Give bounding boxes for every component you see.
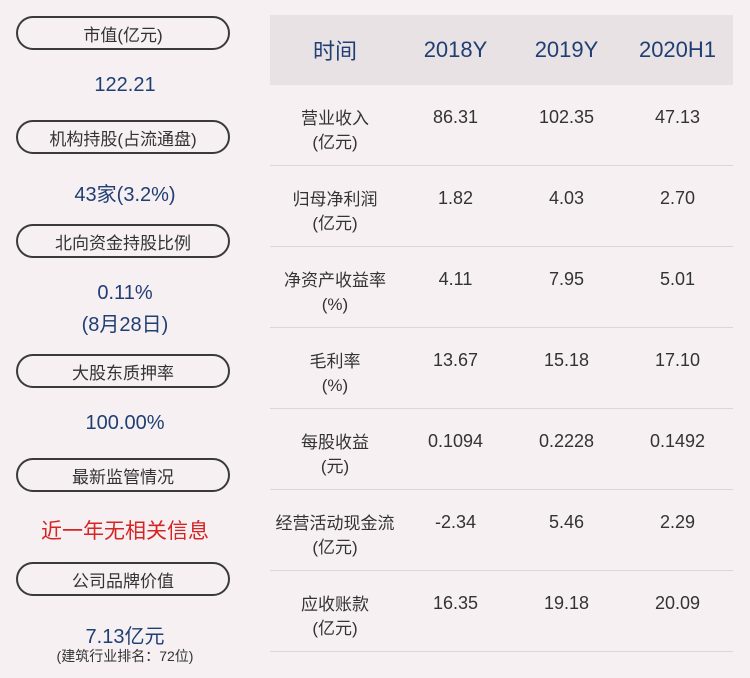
institution-holding-value: 43家(3.2%) [74,184,176,206]
cell-2020h1: 47.13 [654,107,701,127]
cell-2019: 4.03 [548,188,585,208]
cell-2020h1: 5.01 [659,269,696,289]
cell-2020h1: 0.1492 [649,431,706,451]
cell-2019: 102.35 [538,107,595,127]
northbound-ratio-date: (8月28日) [81,314,169,336]
cell-2019: 7.95 [548,269,585,289]
table-row: 归母净利润 (亿元) 1.82 4.03 2.70 [270,166,733,247]
header-2019: 2019Y [534,37,599,62]
table-row: 经营活动现金流 (亿元) -2.34 5.46 2.29 [270,490,733,571]
table-row: 净资产收益率 (%) 4.11 7.95 5.01 [270,247,733,328]
row-label: 毛利率 (%) [309,352,361,395]
table-row: 营业收入 (亿元) 86.31 102.35 47.13 [270,85,733,166]
cell-2020h1: 20.09 [654,593,701,613]
table-row: 每股收益 (元) 0.1094 0.2228 0.1492 [270,409,733,490]
cell-2019: 0.2228 [538,431,595,451]
regulation-value: 近一年无相关信息 [41,520,209,543]
row-label: 应收账款 (亿元) [301,595,369,638]
cell-2019: 5.46 [548,512,585,532]
row-label: 净资产收益率 (%) [284,271,386,314]
cell-2018: 13.67 [432,350,479,370]
table-row: 应收账款 (亿元) 16.35 19.18 20.09 [270,571,733,652]
northbound-ratio-label: 北向资金持股比例 [16,224,230,258]
table-header: 时间 2018Y 2019Y 2020H1 [270,15,733,85]
row-label: 归母净利润 (亿元) [292,190,378,233]
market-cap-label: 市值(亿元) [16,16,230,50]
header-time: 时间 [312,39,357,64]
regulation-label: 最新监管情况 [16,458,230,492]
financial-table: 时间 2018Y 2019Y 2020H1 营业收入 (亿元) 86.31 102… [270,15,733,652]
cell-2018: 4.11 [438,269,473,289]
cell-2018: 86.31 [432,107,479,127]
cell-2019: 15.18 [543,350,590,370]
row-label: 每股收益 (元) [301,433,369,476]
market-cap-value: 122.21 [94,74,156,96]
cell-2020h1: 17.10 [654,350,701,370]
brand-value-value: 7.13亿元 [85,626,165,648]
left-panel: 市值(亿元) 122.21 机构持股(占流通盘) 43家(3.2%) 北向资金持… [0,0,250,678]
header-2018: 2018Y [423,37,488,62]
northbound-ratio-value: 0.11% [97,282,153,304]
row-label: 营业收入 (亿元) [301,109,369,152]
cell-2018: 16.35 [432,593,479,613]
row-label: 经营活动现金流 (亿元) [275,514,395,557]
brand-value-label: 公司品牌价值 [16,562,230,596]
header-2020h1: 2020H1 [638,37,717,62]
table-row: 毛利率 (%) 13.67 15.18 17.10 [270,328,733,409]
cell-2020h1: 2.29 [659,512,696,532]
cell-2018: -2.34 [434,512,477,532]
pledge-ratio-label: 大股东质押率 [16,354,230,388]
pledge-ratio-value: 100.00% [85,412,165,434]
cell-2020h1: 2.70 [659,188,696,208]
cell-2018: 1.82 [437,188,474,208]
cell-2019: 19.18 [543,593,590,613]
cell-2018: 0.1094 [427,431,484,451]
brand-rank-note: (建筑行业排名：72位) [56,648,194,664]
institution-holding-label: 机构持股(占流通盘) [16,120,230,154]
